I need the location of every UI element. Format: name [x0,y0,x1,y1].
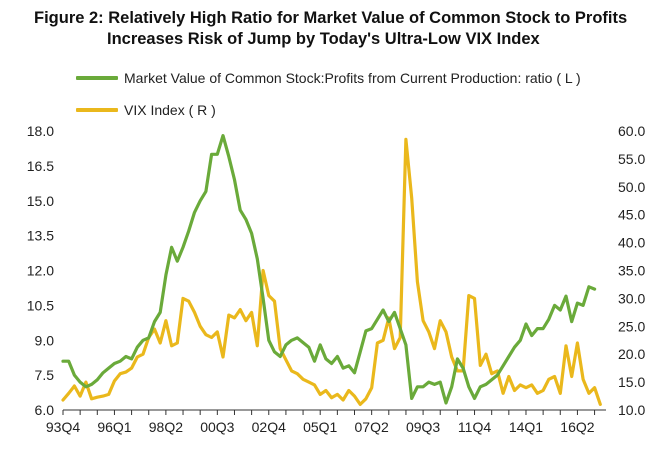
legend-swatch-ratio [76,76,118,80]
right-y-tick-label: 10.0 [618,402,645,418]
right-y-tick-label: 40.0 [618,235,645,251]
x-tick-label: 11Q4 [458,419,491,435]
axes-group: 93Q4 96Q1 98Q2 00Q3 02Q4 05Q1 07Q2 09Q3 11Q4 14Q1… [27,123,646,435]
right-y-tick-label: 55.0 [618,151,645,167]
x-tick-label: 07Q2 [355,419,389,435]
right-y-tick-label: 50.0 [618,179,645,195]
right-y-tick-label: 20.0 [618,346,645,362]
left-y-tick-label: 15.0 [27,193,54,209]
chart-title-line-2: Increases Risk of Jump by Today's Ultra-… [107,30,540,48]
x-tick-label: 05Q1 [303,419,337,435]
legend-swatch-vix [76,108,118,112]
left-y-tick-label: 6.0 [35,402,55,418]
x-tick-label: 93Q4 [46,419,80,435]
left-y-tick-label: 10.5 [27,297,54,313]
legend-label-vix: VIX Index ( R ) [124,102,216,118]
right-y-tick-label: 35.0 [618,263,645,279]
right-y-tick-label: 60.0 [618,123,645,139]
left-y-tick-label: 12.0 [27,263,54,279]
x-tick-label: 02Q4 [252,419,286,435]
legend-label-ratio: Market Value of Common Stock:Profits fro… [124,70,581,86]
x-tick-label: 16Q2 [560,419,594,435]
x-tick-label: 09Q3 [406,419,440,435]
left-y-tick-label: 9.0 [35,332,55,348]
x-tick-label: 14Q1 [509,419,543,435]
chart-title-line-1: Figure 2: Relatively High Ratio for Mark… [34,9,628,27]
legend-item-vix: VIX Index ( R ) [76,99,581,121]
x-tick-label: 96Q1 [97,419,131,435]
right-y-tick-label: 45.0 [618,207,645,223]
series-line-vix [61,137,602,406]
chart-legend: Market Value of Common Stock:Profits fro… [76,67,581,131]
left-y-tick-label: 16.5 [27,158,54,174]
series-group [61,134,602,406]
right-y-tick-label: 30.0 [618,290,645,306]
x-tick-label: 00Q3 [200,419,234,435]
x-tick-label: 98Q2 [149,419,183,435]
left-y-tick-label: 7.5 [35,367,55,383]
series-line-ratio [61,134,597,405]
right-y-tick-label: 15.0 [618,374,645,390]
right-y-tick-label: 25.0 [618,318,645,334]
left-y-tick-label: 18.0 [27,123,54,139]
chart-title: Figure 2: Relatively High Ratio for Mark… [34,8,664,50]
left-y-tick-label: 13.5 [27,228,54,244]
legend-item-ratio: Market Value of Common Stock:Profits fro… [76,67,581,89]
